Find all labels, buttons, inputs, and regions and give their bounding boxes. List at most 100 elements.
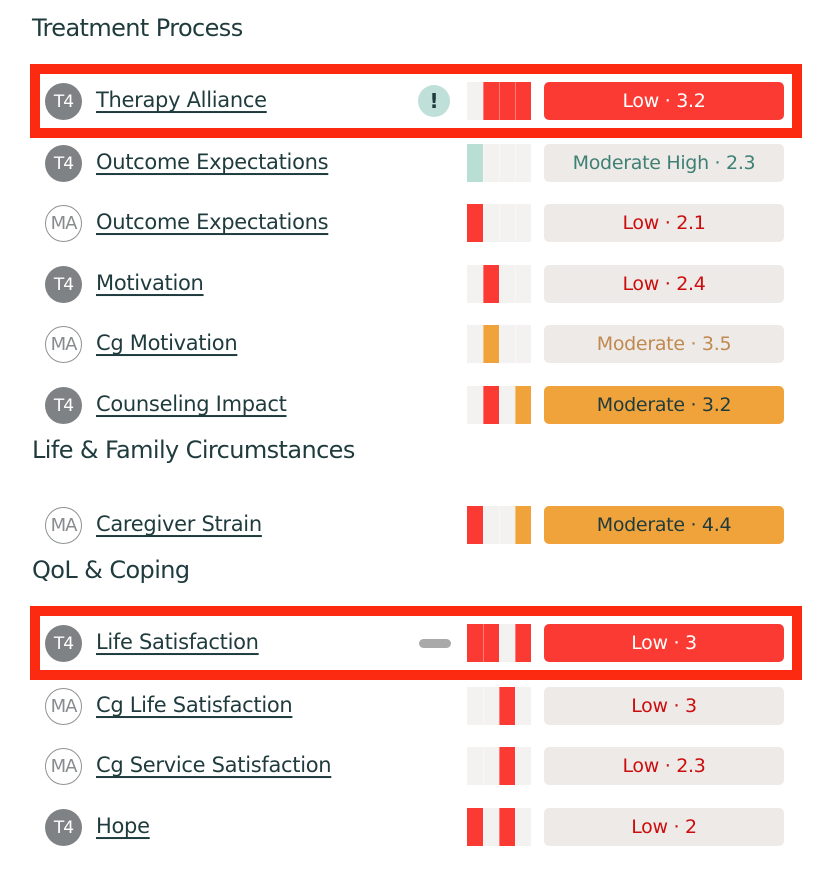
measure-row-cg-motivation-ma: MA Cg Motivation Moderate · 3.5 — [30, 314, 802, 374]
score-pill: Low · 3.2 — [544, 82, 784, 120]
sparkbar-segment-low — [483, 82, 499, 120]
respondent-badge: T4 — [45, 809, 82, 846]
history-sparkbar — [467, 204, 531, 242]
respondent-badge: MA — [45, 748, 82, 785]
measure-link[interactable]: Cg Life Satisfaction — [96, 693, 293, 718]
sparkbar-segment-low — [467, 624, 483, 662]
score-pill: Low · 2.1 — [544, 204, 784, 242]
history-sparkbar — [467, 624, 531, 662]
measure-link[interactable]: Motivation — [96, 271, 204, 296]
score-pill: Moderate · 3.5 — [544, 325, 784, 363]
score-pill: Moderate · 3.2 — [544, 386, 784, 424]
sparkbar-segment-moderate-high — [467, 144, 483, 182]
sparkbar-segment-empty — [499, 624, 515, 662]
sparkbar-segment-empty — [499, 204, 515, 242]
history-sparkbar — [467, 144, 531, 182]
respondent-badge: T4 — [45, 625, 82, 662]
sparkbar-segment-moderate — [515, 506, 531, 544]
sparkbar-segment-moderate — [483, 325, 499, 363]
measure-link[interactable]: Hope — [96, 814, 150, 839]
sparkbar-segment-low — [483, 386, 499, 424]
sparkbar-segment-empty — [467, 747, 483, 785]
sparkbar-segment-low — [515, 624, 531, 662]
measure-link[interactable]: Cg Service Satisfaction — [96, 753, 332, 778]
measure-link[interactable]: Counseling Impact — [96, 392, 287, 417]
measure-row-caregiver-strain-ma: MA Caregiver Strain Moderate · 4.4 — [30, 495, 802, 555]
score-pill: Moderate High · 2.3 — [544, 144, 784, 182]
section-title-treatment-process: Treatment Process — [32, 14, 243, 42]
sparkbar-segment-empty — [515, 265, 531, 303]
respondent-badge: MA — [45, 688, 82, 725]
sparkbar-segment-low — [467, 808, 483, 846]
sparkbar-segment-empty — [467, 687, 483, 725]
measure-row-outcome-expectations-t4: T4 Outcome Expectations Moderate High · 2.… — [30, 133, 802, 193]
score-pill: Moderate · 4.4 — [544, 506, 784, 544]
sparkbar-segment-empty — [515, 687, 531, 725]
history-sparkbar — [467, 506, 531, 544]
section-title-life-family-circumstances: Life & Family Circumstances — [32, 436, 355, 464]
sparkbar-segment-low — [499, 747, 515, 785]
sparkbar-segment-empty — [467, 325, 483, 363]
history-sparkbar — [467, 82, 531, 120]
respondent-badge: MA — [45, 507, 82, 544]
respondent-badge: T4 — [45, 266, 82, 303]
sparkbar-segment-empty — [467, 265, 483, 303]
measure-row-therapy-alliance-t4: T4 Therapy Alliance! Low · 3.2 — [30, 64, 802, 138]
respondent-badge: T4 — [45, 83, 82, 120]
sparkbar-segment-empty — [499, 265, 515, 303]
score-pill: Low · 2 — [544, 808, 784, 846]
sparkbar-segment-low — [467, 506, 483, 544]
history-sparkbar — [467, 325, 531, 363]
history-sparkbar — [467, 687, 531, 725]
measure-row-hope-t4: T4 Hope Low · 2 — [30, 797, 802, 857]
sparkbar-segment-empty — [515, 144, 531, 182]
alert-exclamation-icon[interactable]: ! — [418, 85, 450, 117]
score-pill: Low · 2.4 — [544, 265, 784, 303]
sparkbar-segment-empty — [483, 808, 499, 846]
sparkbar-segment-low — [467, 204, 483, 242]
sparkbar-segment-low — [515, 82, 531, 120]
measure-link[interactable]: Caregiver Strain — [96, 512, 262, 537]
measure-link[interactable]: Life Satisfaction — [96, 630, 259, 655]
sparkbar-segment-low — [499, 82, 515, 120]
score-pill: Low · 2.3 — [544, 747, 784, 785]
measure-row-outcome-expectations-ma: MA Outcome Expectations Low · 2.1 — [30, 193, 802, 253]
sparkbar-segment-empty — [515, 204, 531, 242]
measure-link[interactable]: Outcome Expectations — [96, 210, 329, 235]
sparkbar-segment-empty — [467, 386, 483, 424]
sparkbar-segment-empty — [499, 144, 515, 182]
history-sparkbar — [467, 808, 531, 846]
score-pill: Low · 3 — [544, 624, 784, 662]
sparkbar-segment-empty — [483, 204, 499, 242]
sparkbar-segment-empty — [515, 325, 531, 363]
respondent-badge: MA — [45, 205, 82, 242]
sparkbar-segment-low — [483, 624, 499, 662]
respondent-badge: MA — [45, 326, 82, 363]
sparkbar-segment-empty — [515, 747, 531, 785]
sparkbar-segment-empty — [499, 325, 515, 363]
sparkbar-segment-empty — [467, 82, 483, 120]
respondent-badge: T4 — [45, 387, 82, 424]
score-pill: Low · 3 — [544, 687, 784, 725]
measure-link[interactable]: Cg Motivation — [96, 331, 238, 356]
section-title-qol-coping: QoL & Coping — [32, 556, 190, 584]
sparkbar-segment-low — [499, 687, 515, 725]
sparkbar-segment-low — [499, 808, 515, 846]
sparkbar-segment-moderate — [515, 386, 531, 424]
measure-row-counseling-impact-t4: T4 Counseling Impact Moderate · 3.2 — [30, 375, 802, 435]
measure-link[interactable]: Outcome Expectations — [96, 150, 329, 175]
sparkbar-segment-empty — [483, 687, 499, 725]
sparkbar-segment-low — [483, 265, 499, 303]
history-sparkbar — [467, 265, 531, 303]
measure-row-cg-service-satisfaction-ma: MA Cg Service Satisfaction Low · 2.3 — [30, 736, 802, 796]
history-sparkbar — [467, 386, 531, 424]
measure-link[interactable]: Therapy Alliance — [96, 88, 267, 113]
sparkbar-segment-empty — [483, 747, 499, 785]
measure-row-life-satisfaction-t4: T4 Life Satisfaction Low · 3 — [30, 606, 802, 680]
sparkbar-segment-empty — [499, 506, 515, 544]
measure-row-motivation-t4: T4 Motivation Low · 2.4 — [30, 254, 802, 314]
no-change-dash-icon — [419, 639, 451, 648]
sparkbar-segment-empty — [483, 506, 499, 544]
measure-row-cg-life-satisfaction-ma: MA Cg Life Satisfaction Low · 3 — [30, 676, 802, 736]
respondent-badge: T4 — [45, 145, 82, 182]
